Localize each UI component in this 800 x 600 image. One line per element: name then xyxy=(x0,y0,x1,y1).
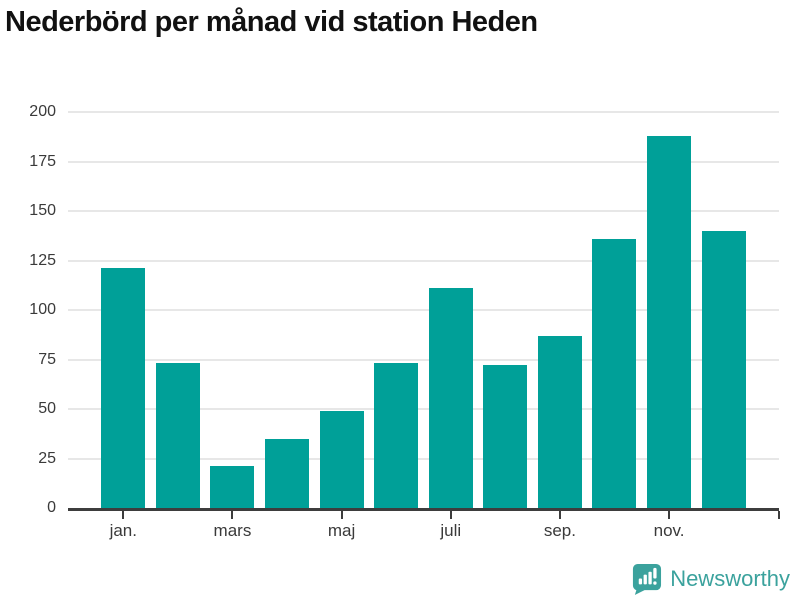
x-tick xyxy=(449,511,452,519)
x-tick xyxy=(340,511,343,519)
newsworthy-wordmark: Newsworthy xyxy=(670,566,790,591)
gridline xyxy=(68,457,779,460)
y-tick-label: 125 xyxy=(29,251,56,269)
axis-end-tick xyxy=(778,511,780,519)
x-tick xyxy=(231,511,234,519)
y-tick-label: 200 xyxy=(29,103,56,120)
newsworthy-logo: Newsworthy xyxy=(631,563,790,595)
x-tick-label: maj xyxy=(327,521,356,540)
bar-chart-plot-area: jan. mars maj juli sep. nov. xyxy=(68,111,780,540)
gridline xyxy=(68,408,779,410)
bar-10 xyxy=(647,135,692,508)
bar-slot xyxy=(587,112,642,508)
y-tick-label: 0 xyxy=(47,499,56,516)
bar-6 xyxy=(428,288,473,508)
x-tick-label: nov. xyxy=(653,521,685,540)
bar-4 xyxy=(319,410,364,508)
bar-slot: mars xyxy=(205,112,260,540)
bar-8 xyxy=(537,335,582,508)
bar-slot xyxy=(260,112,315,508)
gridline xyxy=(68,111,779,113)
bar-1 xyxy=(155,363,200,508)
bar-3 xyxy=(265,438,310,508)
bar-slot: maj xyxy=(314,112,369,540)
gridline xyxy=(68,309,779,311)
x-tick-label: jan. xyxy=(109,521,137,540)
bar-slot xyxy=(696,112,751,508)
bar-slot: nov. xyxy=(642,112,697,540)
gridline xyxy=(68,160,779,163)
bar-7 xyxy=(483,365,528,508)
gridline xyxy=(68,210,779,212)
x-tick-label: mars xyxy=(213,521,252,540)
y-tick-label: 75 xyxy=(38,350,56,368)
bar-slot xyxy=(478,112,533,508)
x-tick xyxy=(668,511,671,519)
bar-5 xyxy=(374,363,419,508)
bar-slot xyxy=(151,112,206,508)
y-tick-label: 175 xyxy=(29,152,56,170)
bar-11 xyxy=(701,230,746,508)
x-tick xyxy=(558,511,561,519)
y-tick-label: 150 xyxy=(29,202,56,219)
x-tick-label: juli xyxy=(440,521,462,540)
y-tick-label: 100 xyxy=(29,301,56,318)
bar-slot: juli xyxy=(423,112,478,540)
gridline xyxy=(68,259,779,262)
y-tick-label: 50 xyxy=(38,400,56,417)
bar-slot: sep. xyxy=(533,112,588,540)
bar-0 xyxy=(101,268,146,508)
bar-2 xyxy=(210,466,255,508)
chart-title: Nederbörd per månad vid station Heden xyxy=(5,6,538,38)
bar-slot xyxy=(369,112,424,508)
newsworthy-bubble-barchart-icon xyxy=(633,563,662,595)
bar-9 xyxy=(592,238,637,508)
x-tick xyxy=(122,511,125,519)
gridline xyxy=(68,358,779,361)
bar-slot: jan. xyxy=(96,112,151,540)
x-tick-label: sep. xyxy=(543,521,576,540)
bar-series: jan. mars maj juli sep. nov. xyxy=(68,112,779,540)
y-tick-label: 25 xyxy=(38,449,56,467)
